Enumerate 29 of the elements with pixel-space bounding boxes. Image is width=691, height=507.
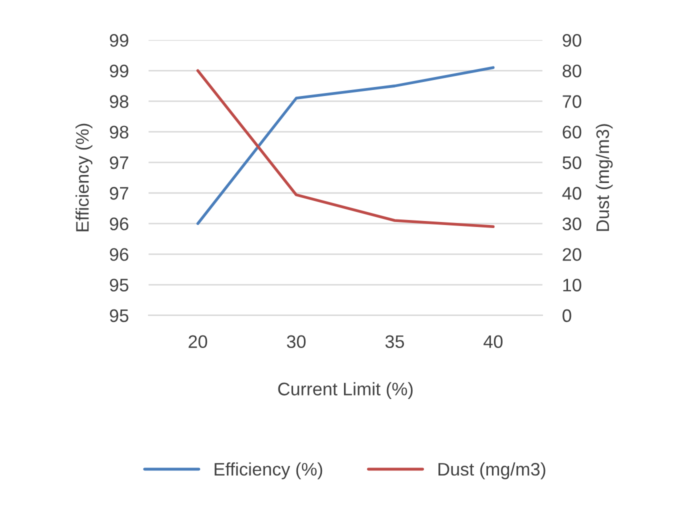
y-axis-title: Efficiency (%) [76,124,92,232]
y2-tick-label: 30 [562,218,582,230]
y2-tick-label: 60 [562,126,582,139]
legend-label: Dust (mg/m3) [438,462,546,480]
y-tick-label: 96 [110,218,128,230]
y-tick-label: 98 [110,126,128,139]
y-tick-label: 99 [110,34,128,47]
y-tick-label: 95 [110,309,128,322]
y2-tick-label: 10 [563,278,582,292]
y-tick-label: 99 [110,64,128,78]
y-tick-label: 97 [110,156,128,170]
y2-tick-label: 20 [562,248,582,261]
x-axis-title: Current Limit (%) [278,382,413,400]
x-tick-label: 30 [286,335,306,348]
y2-tick-label: 0 [562,309,572,322]
x-tick-label: 40 [484,335,503,348]
y2-tick-label: 80 [562,64,582,78]
x-tick-label: 35 [385,335,404,348]
legend-label: Efficiency (%) [214,462,322,480]
y-tick-label: 95 [110,278,128,292]
x-tick-label: 20 [188,335,208,348]
y2-axis-title: Dust (mg/m3) [596,124,613,231]
y2-tick-label: 90 [562,34,582,47]
y2-tick-label: 40 [562,186,582,200]
y2-tick-label: 70 [562,95,582,108]
y2-tick-label: 50 [562,156,582,170]
y-tick-label: 97 [110,186,128,200]
y-tick-label: 96 [110,248,128,261]
y-tick-label: 98 [110,95,128,108]
